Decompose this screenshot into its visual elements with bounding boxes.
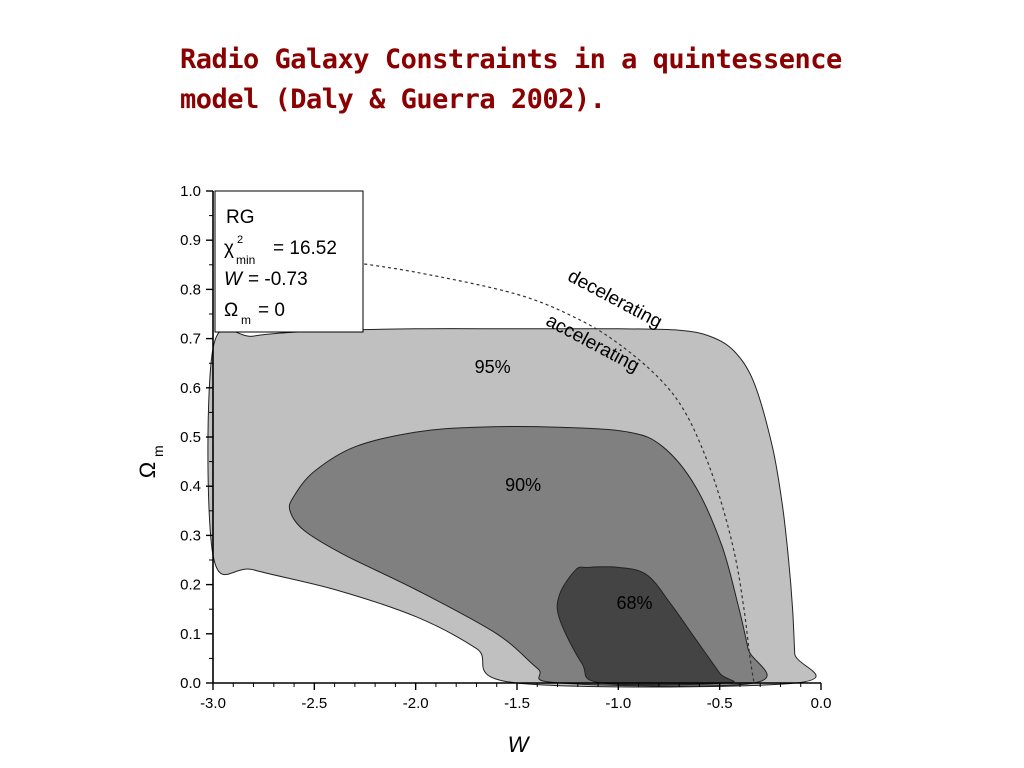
y-tick-label: 0.1 (180, 626, 201, 643)
x-axis-label: W (508, 732, 531, 757)
y-tick-label: 0.7 (180, 331, 201, 348)
x-tick-label: 0.0 (811, 695, 832, 712)
boundary-layer (334, 259, 755, 684)
confidence-regions (207, 328, 817, 688)
region-label-90-percent: 90% (505, 475, 541, 495)
legend-chi-line: χ (224, 238, 234, 259)
y-axis-label-sub: m (150, 445, 166, 457)
y-tick-label: 0.9 (180, 232, 201, 249)
x-tick-label: -3.0 (200, 695, 226, 712)
region-label-68-percent: 68% (617, 593, 653, 613)
legend-w-value: = -0.73 (248, 269, 308, 290)
region-68-percent (556, 566, 735, 686)
legend-title: RG (226, 207, 255, 228)
legend-omega-sub: m (241, 313, 251, 327)
y-tick-label: 0.4 (180, 478, 201, 495)
legend-omega-value: = 0 (258, 300, 285, 321)
legend-chi-symbol: χ (224, 238, 234, 259)
legend-w-symbol: W (224, 269, 244, 290)
y-tick-label: 0.0 (180, 675, 201, 692)
slide-title-line-2: model (Daly & Guerra 2002). (180, 84, 606, 115)
annotation-decelerating: decelerating (564, 266, 665, 333)
slide-title: Radio Galaxy Constraints in a quintessen… (180, 40, 900, 120)
region-labels: 95% 90% 68% (475, 357, 653, 613)
region-label-95-percent: 95% (475, 357, 511, 377)
boundary-curve (334, 259, 755, 684)
y-tick-label: 0.6 (180, 380, 201, 397)
y-tick-label: 0.5 (180, 429, 201, 446)
x-tick-label: -0.5 (707, 695, 733, 712)
y-tick-label: 0.2 (180, 577, 201, 594)
x-ticks: -3.0 -2.5 -2.0 -1.5 -1.0 -0.5 0.0 (200, 683, 831, 712)
legend-box: RG χ 2 min = 16.52 W = -0.73 Ω m = 0 (214, 190, 364, 333)
legend-frame (214, 190, 364, 333)
y-tick-label: 1.0 (180, 183, 201, 200)
legend-chi-sub: min (236, 253, 255, 267)
legend-chi-sup: 2 (237, 234, 243, 246)
legend-chi-value: = 16.52 (273, 238, 337, 259)
slide-title-line-1: Radio Galaxy Constraints in a quintessen… (180, 44, 842, 75)
y-ticks: 0.0 0.1 0.2 0.3 0.4 0.5 0.6 0.7 0.8 0.9 1.0 (180, 183, 213, 692)
legend-omega-symbol: Ω (224, 300, 238, 321)
x-tick-label: -2.0 (403, 695, 429, 712)
x-tick-label: -2.5 (301, 695, 327, 712)
y-axis-label: Ω m (135, 445, 166, 478)
y-axis-label-symbol: Ω (135, 462, 160, 478)
y-tick-label: 0.3 (180, 527, 201, 544)
x-tick-label: -1.0 (605, 695, 631, 712)
y-tick-label: 0.8 (180, 281, 201, 298)
x-tick-label: -1.5 (504, 695, 530, 712)
